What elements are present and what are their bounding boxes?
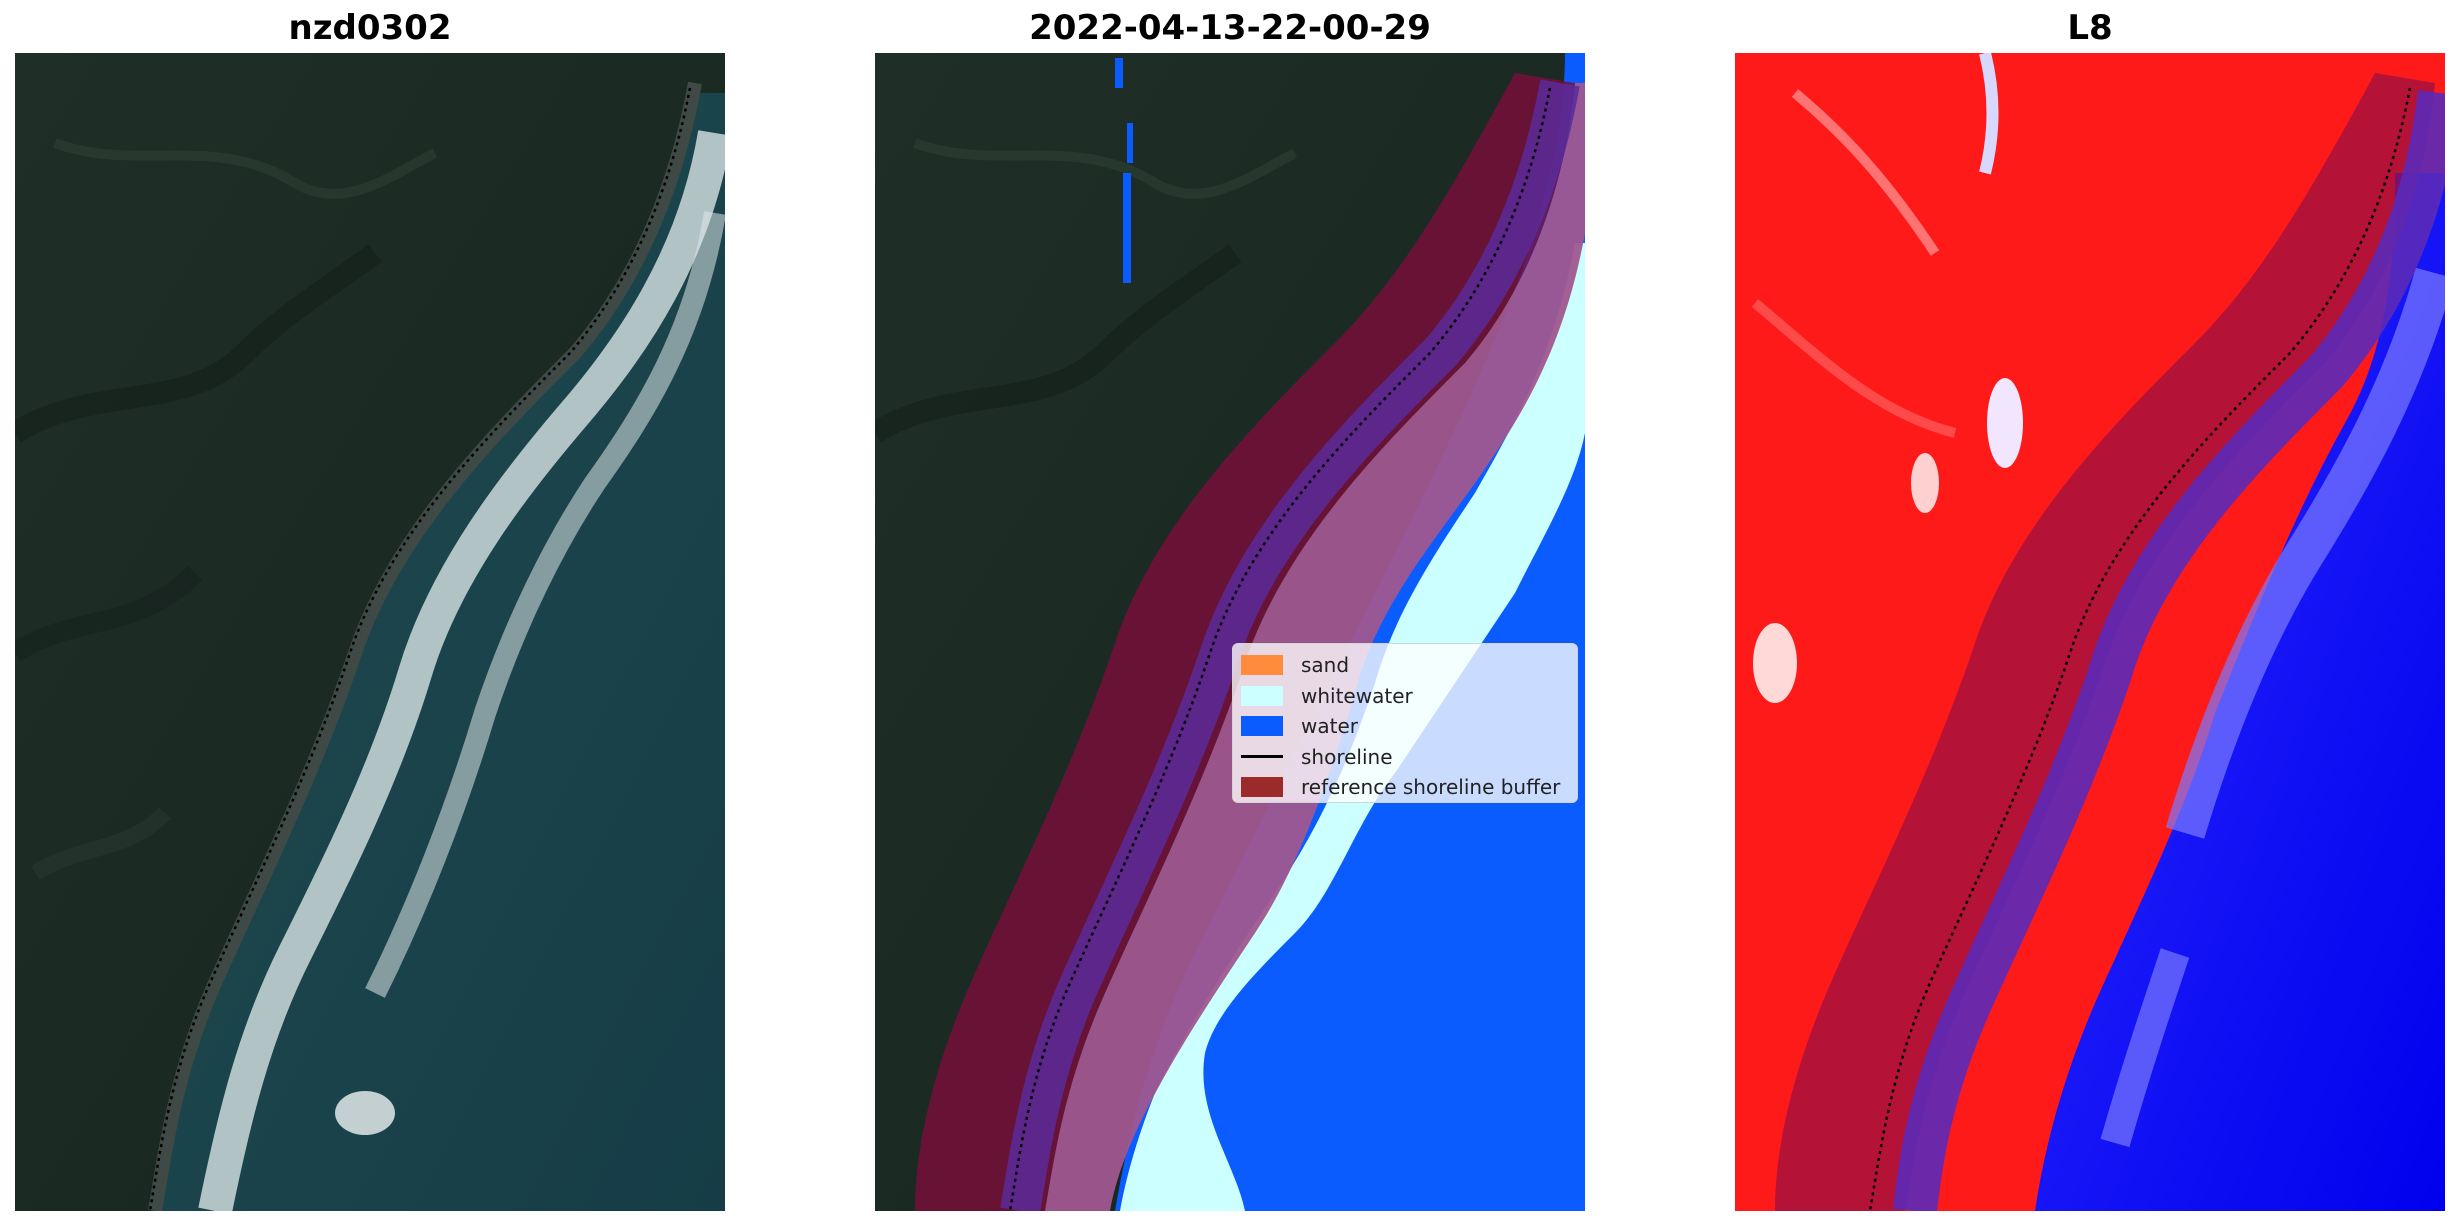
legend-label: whitewater [1301,683,1413,708]
whitewater-class-region [1120,243,1585,1211]
legend-item-shoreline: shoreline [1241,742,1569,773]
legend-label: shoreline [1301,744,1393,769]
legend-swatch-buffer [1241,777,1283,798]
legend-item-water: water [1241,711,1569,742]
legend-swatch-whitewater [1241,685,1283,706]
legend-label: water [1301,714,1358,739]
legend-item-buffer: reference shoreline buffer [1241,772,1569,803]
shoreline-line [1008,87,1552,1211]
panel-title-rgb: nzd0302 [288,8,452,48]
beach-strip [148,81,702,1211]
classified-image [875,53,1585,1211]
legend: sand whitewater water shoreline referenc… [1232,643,1578,803]
legend-swatch-sand [1241,655,1283,676]
legend-item-whitewater: whitewater [1241,681,1569,712]
index-image-panel [1735,53,2445,1211]
shoreline-line [1868,87,2412,1211]
legend-line-shoreline [1241,755,1283,759]
index-image [1735,53,2445,1211]
legend-label: reference shoreline buffer [1301,775,1561,800]
rgb-image [15,53,725,1211]
legend-swatch-water [1241,716,1283,737]
panel-title-classified: 2022-04-13-22-00-29 [1029,8,1431,48]
panel-title-index: L8 [2067,8,2113,48]
rgb-image-panel [15,53,725,1211]
classified-image-panel [875,53,1585,1211]
shoreline-line [148,87,692,1211]
legend-label: sand [1301,653,1350,678]
legend-item-sand: sand [1241,650,1569,681]
surf-band [198,130,725,1211]
